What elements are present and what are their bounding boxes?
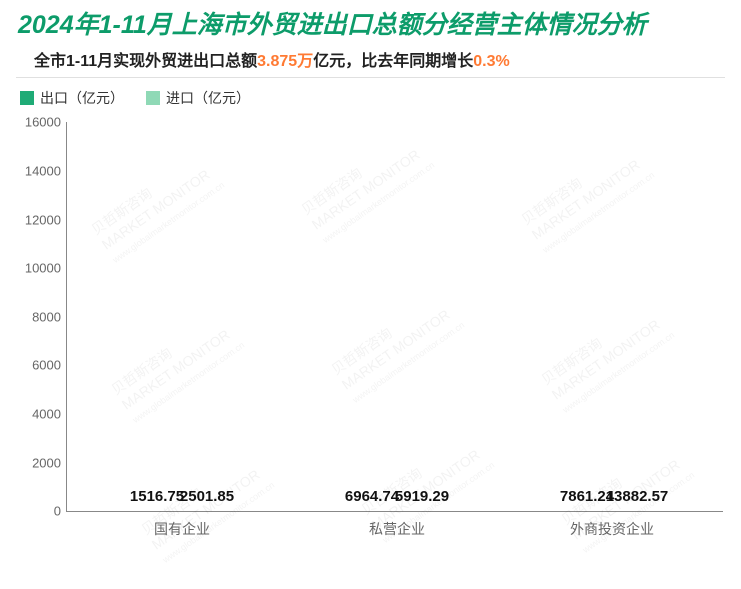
y-tick: 6000	[13, 358, 61, 373]
y-tick: 12000	[13, 212, 61, 227]
legend-swatch-import	[146, 91, 160, 105]
y-tick: 10000	[13, 261, 61, 276]
chart: 0200040006000800010000120001400016000151…	[66, 122, 723, 536]
y-tick: 0	[13, 504, 61, 519]
subtitle-growth: 0.3%	[473, 53, 509, 70]
legend: 出口（亿元） 进口（亿元）	[0, 88, 741, 122]
subtitle-pre: 全市1-11月实现外贸进出口总额	[34, 53, 257, 70]
legend-swatch-export	[20, 91, 34, 105]
legend-item-import: 进口（亿元）	[146, 88, 250, 108]
y-tick: 16000	[13, 115, 61, 130]
bar-value-label: 13882.57	[606, 488, 669, 505]
x-category-label: 国有企业	[107, 519, 257, 539]
x-category-label: 外商投资企业	[537, 519, 687, 539]
y-tick: 4000	[13, 407, 61, 422]
y-tick: 8000	[13, 309, 61, 324]
legend-label-import: 进口（亿元）	[166, 88, 250, 108]
subtitle-value: 3.875万	[257, 53, 313, 70]
legend-item-export: 出口（亿元）	[20, 88, 124, 108]
y-tick: 2000	[13, 455, 61, 470]
plot-area: 0200040006000800010000120001400016000151…	[66, 122, 723, 512]
bar-value-label: 2501.85	[180, 488, 234, 505]
chart-subtitle: 全市1-11月实现外贸进出口总额3.875万亿元，比去年同期增长0.3%	[16, 47, 725, 78]
bar-value-label: 6964.74	[345, 488, 399, 505]
chart-title: 2024年1-11月上海市外贸进出口总额分经营主体情况分析	[0, 0, 741, 47]
subtitle-mid: 亿元，比去年同期增长	[313, 53, 473, 70]
y-tick: 14000	[13, 163, 61, 178]
bar-value-label: 5919.29	[395, 488, 449, 505]
legend-label-export: 出口（亿元）	[40, 88, 124, 108]
x-category-label: 私营企业	[322, 519, 472, 539]
bar-value-label: 1516.75	[130, 488, 184, 505]
